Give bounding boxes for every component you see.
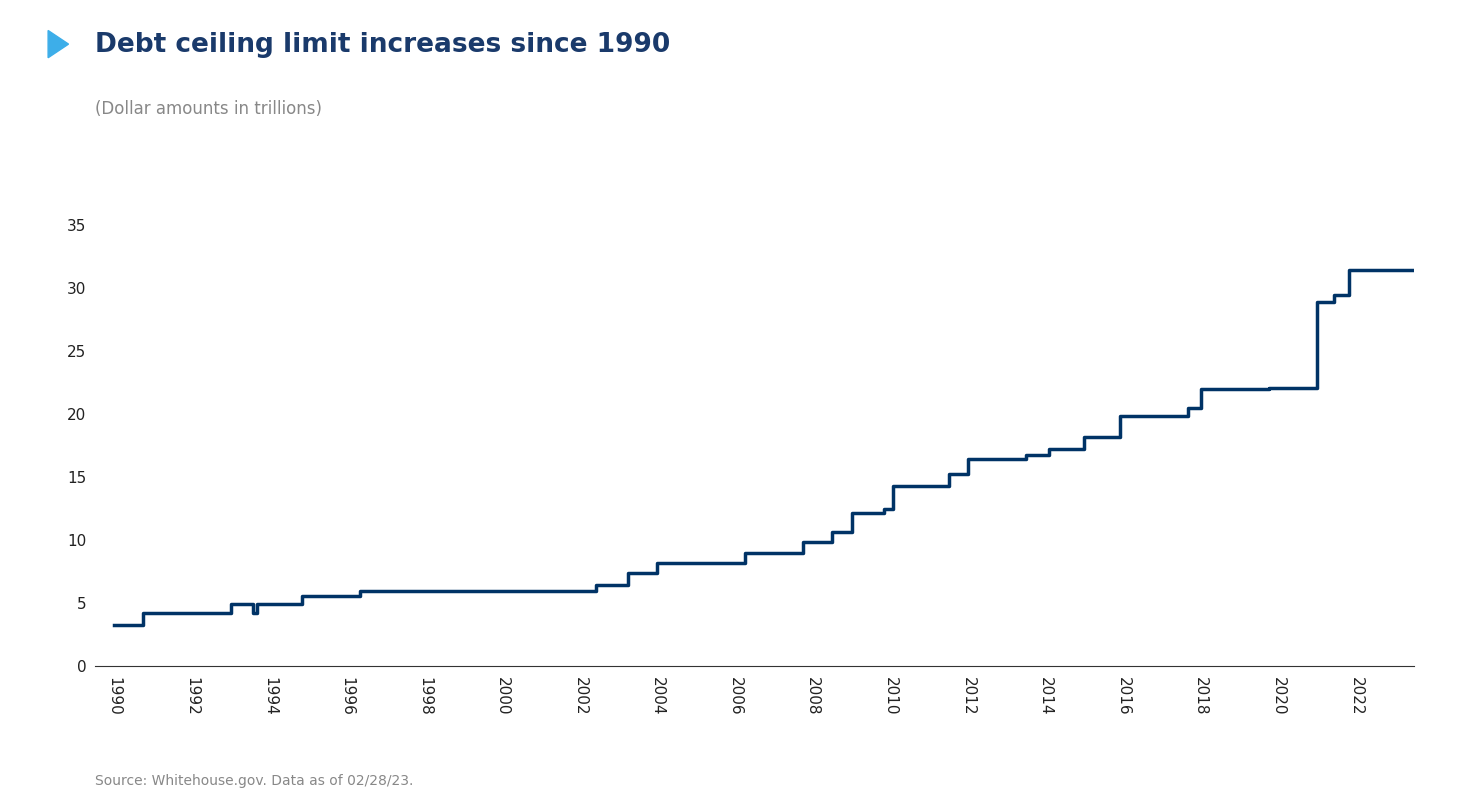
Text: Source: Whitehouse.gov. Data as of 02/28/23.: Source: Whitehouse.gov. Data as of 02/28… (95, 774, 413, 788)
Text: (Dollar amounts in trillions): (Dollar amounts in trillions) (95, 100, 322, 118)
Text: Debt ceiling limit increases since 1990: Debt ceiling limit increases since 1990 (95, 32, 671, 58)
